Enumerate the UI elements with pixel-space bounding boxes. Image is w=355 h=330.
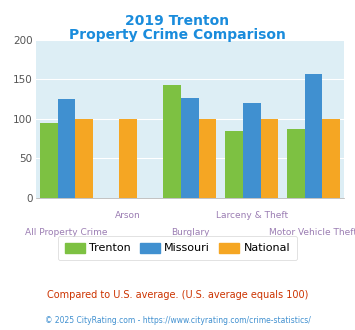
Text: Larceny & Theft: Larceny & Theft <box>215 211 288 220</box>
Bar <box>199 119 217 198</box>
Text: Burglary: Burglary <box>171 228 209 237</box>
Text: 2019 Trenton: 2019 Trenton <box>125 15 230 28</box>
Bar <box>181 98 199 198</box>
Text: All Property Crime: All Property Crime <box>25 228 108 237</box>
Bar <box>305 75 322 198</box>
Bar <box>243 103 261 198</box>
Text: Motor Vehicle Theft: Motor Vehicle Theft <box>269 228 355 237</box>
Bar <box>163 85 181 198</box>
Text: © 2025 CityRating.com - https://www.cityrating.com/crime-statistics/: © 2025 CityRating.com - https://www.city… <box>45 315 310 325</box>
Text: Compared to U.S. average. (U.S. average equals 100): Compared to U.S. average. (U.S. average … <box>47 290 308 300</box>
Bar <box>75 119 93 198</box>
Bar <box>58 99 75 198</box>
Bar <box>40 123 58 198</box>
Text: Arson: Arson <box>115 211 141 220</box>
Legend: Trenton, Missouri, National: Trenton, Missouri, National <box>58 236 297 260</box>
Text: Property Crime Comparison: Property Crime Comparison <box>69 28 286 42</box>
Bar <box>261 119 278 198</box>
Bar <box>287 129 305 198</box>
Bar <box>225 131 243 198</box>
Bar <box>119 119 137 198</box>
Bar <box>322 119 340 198</box>
